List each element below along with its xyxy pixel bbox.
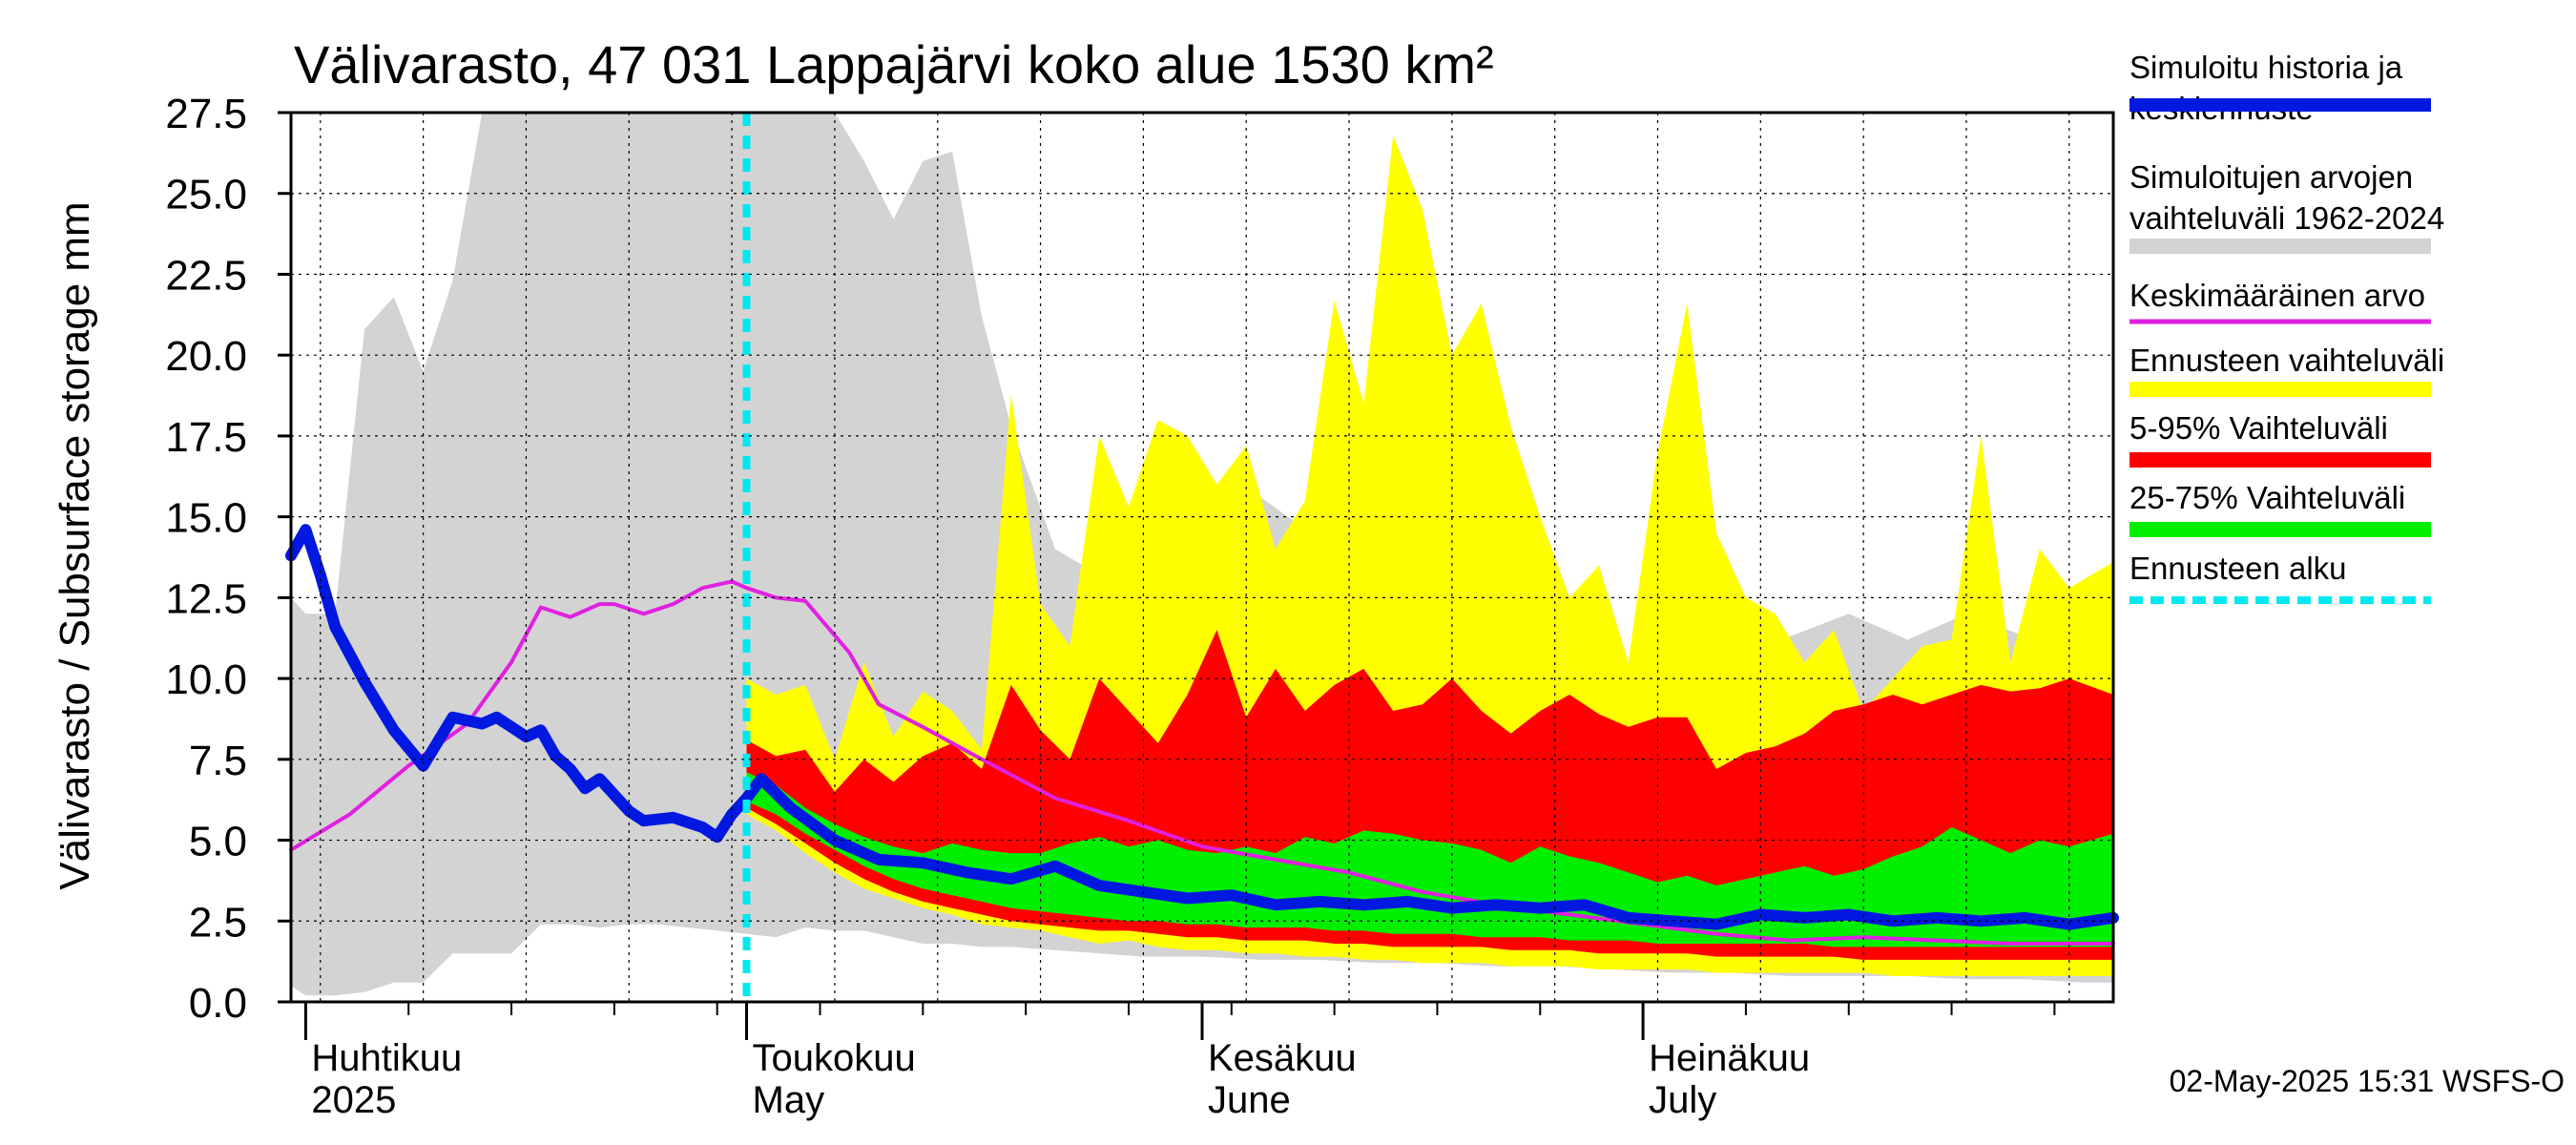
x-month-label: Heinäkuu (1649, 1037, 1810, 1079)
y-tick-label: 5.0 (189, 819, 247, 865)
x-month-label: Toukokuu (753, 1037, 916, 1079)
y-tick-label: 20.0 (165, 333, 247, 380)
legend-item: 5-95% Vaihteluväli (2129, 410, 2431, 468)
y-tick-label: 25.0 (165, 172, 247, 219)
simulated-history-line (285, 524, 2119, 930)
legend-item: Ennusteen alku (2129, 551, 2431, 604)
legend-item: 25-75% Vaihteluväli (2129, 480, 2431, 537)
x-month-sublabel: June (1208, 1079, 1291, 1121)
y-tick-label: 27.5 (165, 91, 247, 137)
y-axis-label: Välivarasto / Subsurface storage mm (52, 201, 98, 889)
band-25-75 (746, 772, 2113, 947)
mean-value-line (289, 579, 2115, 946)
x-month-label: Kesäkuu (1208, 1037, 1357, 1079)
legend-item: Ennusteen vaihteluväli (2129, 343, 2444, 397)
axes-layer: 0.0 2.5 5.0 7.5 10.0 12.5 15.0 17.5 20.0 22.5 25.0… (165, 91, 2115, 1121)
y-tick-label: 22.5 (165, 252, 247, 299)
timestamp: 02-May-2025 15:31 WSFS-O (2170, 1064, 2565, 1098)
legend-item: Keskimääräinen arvo (2129, 278, 2431, 324)
legend-label: 25-75% Vaihteluväli (2129, 480, 2405, 515)
x-month-sublabel: 2025 (311, 1079, 396, 1121)
y-tick-label: 7.5 (189, 738, 247, 784)
legend-item: Simuloitu historia jakeskiennuste (2129, 50, 2431, 126)
legend-label: Ennusteen vaihteluväli (2129, 343, 2444, 378)
y-tick-label: 15.0 (165, 495, 247, 542)
y-tick-label: 0.0 (189, 980, 247, 1027)
grid-layer (291, 113, 2113, 1002)
y-tick-label: 12.5 (165, 575, 247, 622)
x-month-sublabel: July (1649, 1079, 1716, 1121)
legend-label: Ennusteen alku (2129, 551, 2347, 586)
band-layer (291, 113, 2113, 996)
x-month-label: Huhtikuu (311, 1037, 462, 1079)
legend-label: Simuloitu historia jakeskiennuste (2129, 50, 2403, 126)
chart-title: Välivarasto, 47 031 Lappajärvi koko alue… (294, 34, 1494, 94)
legend-label: Keskimääräinen arvo (2129, 278, 2425, 313)
legend-item: Simuloitujen arvojen vaihteluväli 1962-20… (2129, 159, 2444, 254)
legend-label: 5-95% Vaihteluväli (2129, 410, 2388, 446)
y-tick-label: 2.5 (189, 899, 247, 946)
x-month-sublabel: May (753, 1079, 825, 1121)
line-layer (285, 113, 2119, 1002)
legend: Simuloitu historia jakeskiennuste Simuloi… (2129, 50, 2444, 604)
y-tick-label: 10.0 (165, 656, 247, 703)
legend-label: Simuloitujen arvojen vaihteluväli 1962-20… (2129, 159, 2444, 236)
y-tick-label: 17.5 (165, 414, 247, 461)
